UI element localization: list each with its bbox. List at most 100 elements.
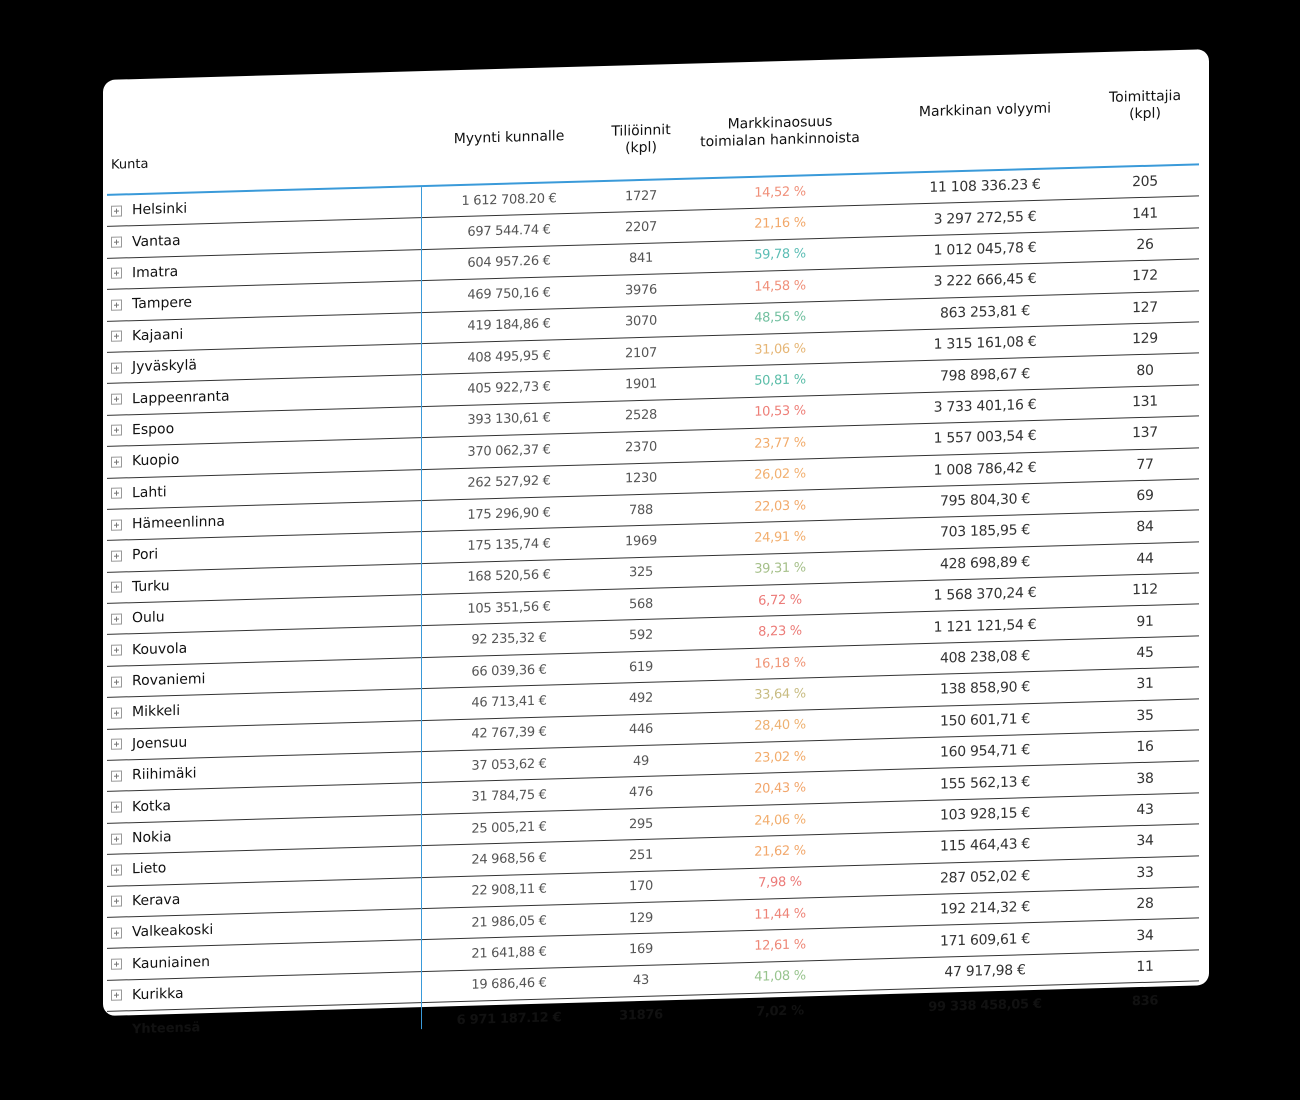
kunta-cell: Kerava bbox=[107, 885, 421, 910]
kunta-cell: Espoo bbox=[107, 414, 421, 439]
expand-plus-icon[interactable] bbox=[111, 236, 122, 248]
expand-plus-icon[interactable] bbox=[111, 958, 122, 970]
expand-plus-icon[interactable] bbox=[111, 487, 122, 499]
expand-plus-icon[interactable] bbox=[111, 299, 122, 311]
toimittajia-cell: 127 bbox=[1132, 299, 1158, 317]
kunta-name: Kotka bbox=[132, 797, 171, 815]
volyymi-cell: 287 052,02 € bbox=[940, 867, 1030, 887]
toimittajia-cell: 34 bbox=[1136, 927, 1154, 944]
volyymi-cell: 1 008 786,42 € bbox=[933, 459, 1037, 479]
kunta-cell: Valkeakoski bbox=[107, 916, 421, 941]
volyymi-cell: 703 185,95 € bbox=[940, 522, 1030, 542]
expand-plus-icon[interactable] bbox=[111, 581, 122, 594]
volyymi-cell: 1 557 003,54 € bbox=[933, 428, 1037, 448]
myynti-cell: 22 908,11 € bbox=[471, 881, 547, 899]
column-header-toimittajia[interactable]: Toimittajia (kpl) bbox=[1095, 87, 1195, 166]
expand-plus-icon[interactable] bbox=[111, 393, 122, 405]
tilioinnit-cell: 2528 bbox=[625, 407, 657, 424]
expand-plus-icon[interactable] bbox=[111, 895, 122, 908]
kunta-cell: Joensuu bbox=[107, 728, 421, 753]
markkinaosuus-cell: 21,16 % bbox=[754, 215, 806, 232]
expand-plus-icon[interactable] bbox=[111, 676, 122, 688]
column-header-volyymi[interactable]: Markkinan volyymi bbox=[875, 99, 1095, 172]
expand-plus-icon[interactable] bbox=[111, 738, 122, 751]
markkinaosuus-cell: 7,98 % bbox=[758, 874, 802, 891]
volyymi-cell: 192 214,32 € bbox=[940, 899, 1030, 918]
totals-label: Yhteensä bbox=[132, 1019, 201, 1037]
totals-volyymi: 99 338 458,05 € bbox=[928, 996, 1042, 1015]
expand-plus-icon[interactable] bbox=[111, 832, 122, 845]
kunta-cell: Kurikka bbox=[107, 979, 421, 1004]
toimittajia-cell: 31 bbox=[1136, 676, 1154, 693]
kunta-cell: Oulu bbox=[107, 602, 421, 627]
myynti-cell: 31 784,75 € bbox=[471, 787, 547, 805]
expand-plus-icon[interactable] bbox=[111, 456, 122, 468]
kunta-name: Kerava bbox=[132, 891, 181, 909]
myynti-cell: 604 957.26 € bbox=[467, 253, 551, 272]
myynti-cell: 1 612 708.20 € bbox=[461, 191, 557, 209]
toimittajia-cell: 34 bbox=[1136, 833, 1154, 850]
kunta-name: Joensuu bbox=[132, 734, 188, 753]
volyymi-cell: 138 858,90 € bbox=[940, 679, 1030, 699]
markkinaosuus-cell: 20,43 % bbox=[754, 780, 806, 797]
volyymi-cell: 150 601,71 € bbox=[940, 710, 1030, 730]
expand-plus-icon[interactable] bbox=[111, 424, 122, 437]
expand-plus-icon[interactable] bbox=[111, 613, 122, 625]
tilioinnit-cell: 3070 bbox=[625, 313, 657, 330]
toimittajia-cell: 33 bbox=[1136, 864, 1154, 881]
expand-plus-icon[interactable] bbox=[111, 770, 122, 782]
tilioinnit-cell: 592 bbox=[629, 627, 653, 644]
markkinaosuus-cell: 28,40 % bbox=[754, 717, 806, 735]
volyymi-cell: 795 804,30 € bbox=[940, 491, 1030, 510]
kunta-name: Pori bbox=[132, 546, 159, 564]
expand-plus-icon[interactable] bbox=[111, 205, 122, 217]
column-header-markkinaosuus[interactable]: Markkinaosuus toimialan hankinnoista bbox=[685, 112, 875, 177]
kunta-cell: Imatra bbox=[107, 257, 421, 282]
expand-plus-icon[interactable] bbox=[111, 330, 122, 343]
expand-plus-icon[interactable] bbox=[111, 864, 122, 876]
myynti-cell: 405 922,73 € bbox=[467, 379, 551, 397]
volyymi-cell: 3 733 401,16 € bbox=[933, 396, 1037, 416]
volyymi-cell: 1 012 045,78 € bbox=[933, 239, 1037, 259]
myynti-cell: 175 135,74 € bbox=[467, 536, 551, 554]
markkinaosuus-cell: 6,72 % bbox=[758, 592, 802, 609]
expand-plus-icon[interactable] bbox=[111, 362, 122, 374]
myynti-cell: 46 713,41 € bbox=[471, 693, 547, 711]
volyymi-cell: 428 698,89 € bbox=[940, 553, 1030, 573]
kunta-cell: Lahti bbox=[107, 477, 421, 502]
kunta-cell: Mikkeli bbox=[107, 697, 421, 722]
myynti-cell: 408 495,95 € bbox=[467, 348, 551, 366]
markkinaosuus-cell: 14,58 % bbox=[754, 278, 806, 295]
expand-plus-icon[interactable] bbox=[111, 927, 122, 939]
expand-plus-icon[interactable] bbox=[111, 267, 122, 280]
expand-plus-icon[interactable] bbox=[111, 644, 122, 656]
markkinaosuus-cell: 48,56 % bbox=[754, 309, 806, 327]
toimittajia-cell: 11 bbox=[1136, 958, 1154, 976]
expand-plus-icon[interactable] bbox=[111, 801, 122, 813]
kunta-name: Hämeenlinna bbox=[132, 513, 225, 533]
column-header-tilioinnit[interactable]: Tiliöinnit (kpl) bbox=[597, 122, 685, 180]
tilioinnit-cell: 295 bbox=[629, 816, 653, 832]
toimittajia-cell: 141 bbox=[1132, 205, 1158, 222]
table-body: Helsinki 1 612 708.20 € 1727 14,52 % 11 … bbox=[107, 165, 1199, 1030]
volyymi-cell: 47 917,98 € bbox=[944, 962, 1026, 981]
tilioinnit-cell: 43 bbox=[633, 973, 649, 989]
column-header-kunta[interactable]: Kunta bbox=[107, 148, 421, 194]
myynti-cell: 25 005,21 € bbox=[471, 819, 547, 837]
kunta-name: Kouvola bbox=[132, 640, 188, 658]
toimittajia-cell: 80 bbox=[1136, 362, 1154, 379]
expand-plus-icon[interactable] bbox=[111, 519, 122, 531]
tilioinnit-cell: 568 bbox=[629, 596, 653, 613]
expand-plus-icon[interactable] bbox=[111, 989, 122, 1002]
toimittajia-cell: 131 bbox=[1132, 393, 1158, 411]
expand-plus-icon[interactable] bbox=[111, 550, 122, 562]
tilioinnit-cell: 325 bbox=[629, 565, 653, 581]
column-header-myynti[interactable]: Myynti kunnalle bbox=[421, 127, 597, 185]
kunta-name: Tampere bbox=[132, 294, 193, 313]
markkinaosuus-cell: 23,77 % bbox=[754, 435, 806, 452]
markkinaosuus-cell: 24,06 % bbox=[754, 811, 806, 829]
myynti-cell: 262 527,92 € bbox=[467, 473, 551, 492]
toimittajia-cell: 28 bbox=[1136, 895, 1154, 913]
expand-plus-icon[interactable] bbox=[111, 707, 122, 719]
header-label: (kpl) bbox=[625, 139, 657, 157]
